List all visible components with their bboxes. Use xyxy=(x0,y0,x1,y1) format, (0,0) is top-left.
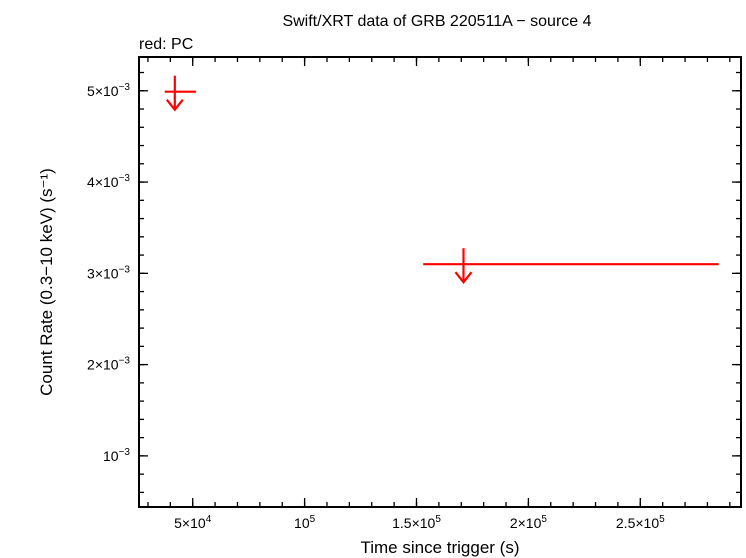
y-tick-mantissa: 10 xyxy=(103,448,119,464)
y-tick-exponent: −3 xyxy=(119,82,131,93)
y-tick-mantissa: 4×10 xyxy=(87,174,119,190)
x-tick-mantissa: 2×10 xyxy=(510,515,542,531)
plot-frame xyxy=(138,56,742,508)
upper-limit-arrowhead xyxy=(454,271,473,284)
upper-limit-point xyxy=(423,248,719,284)
axis-ticks xyxy=(139,57,741,507)
upper-limit-point xyxy=(164,75,197,112)
data-marks xyxy=(164,75,719,284)
x-tick-mantissa: 5×10 xyxy=(174,515,206,531)
x-tick-exponent: 5 xyxy=(310,514,316,525)
x-tick-exponent: 5 xyxy=(541,514,547,525)
x-tick-label: 2.5×105 xyxy=(616,514,665,531)
y-tick-exponent: −3 xyxy=(119,173,131,184)
y-tick-label: 2×10−3 xyxy=(87,356,130,373)
chart-title: Swift/XRT data of GRB 220511A − source 4 xyxy=(282,13,591,30)
y-tick-label: 5×10−3 xyxy=(87,82,130,99)
x-tick-mantissa: 10 xyxy=(294,515,310,531)
x-tick-exponent: 4 xyxy=(206,514,212,525)
tick-labels: 5×104 105 1.5×105 2×105 2.5×10510−32×10−33×1… xyxy=(87,82,665,531)
x-tick-label: 105 xyxy=(294,514,316,531)
chart-subtitle: red: PC xyxy=(139,36,193,53)
x-axis-label: Time since trigger (s) xyxy=(360,538,519,557)
y-tick-label: 4×10−3 xyxy=(87,173,130,190)
x-tick-label: 5×104 xyxy=(174,514,212,531)
x-tick-mantissa: 1.5×10 xyxy=(392,515,435,531)
y-tick-mantissa: 3×10 xyxy=(87,265,119,281)
y-axis-label: Count Rate (0.3−10 keV) (s⁻¹) xyxy=(37,168,56,396)
x-tick-label: 1.5×105 xyxy=(392,514,441,531)
y-tick-label: 3×10−3 xyxy=(87,264,130,281)
y-tick-exponent: −3 xyxy=(119,356,131,367)
y-tick-mantissa: 5×10 xyxy=(87,83,119,99)
y-tick-exponent: −3 xyxy=(119,447,131,458)
x-tick-mantissa: 2.5×10 xyxy=(616,515,659,531)
x-tick-exponent: 5 xyxy=(659,514,665,525)
upper-limit-arrowhead xyxy=(165,98,184,112)
x-tick-label: 2×105 xyxy=(510,514,548,531)
y-tick-mantissa: 2×10 xyxy=(87,357,119,373)
y-tick-exponent: −3 xyxy=(119,264,131,275)
y-tick-label: 10−3 xyxy=(103,447,130,464)
x-tick-exponent: 5 xyxy=(435,514,441,525)
